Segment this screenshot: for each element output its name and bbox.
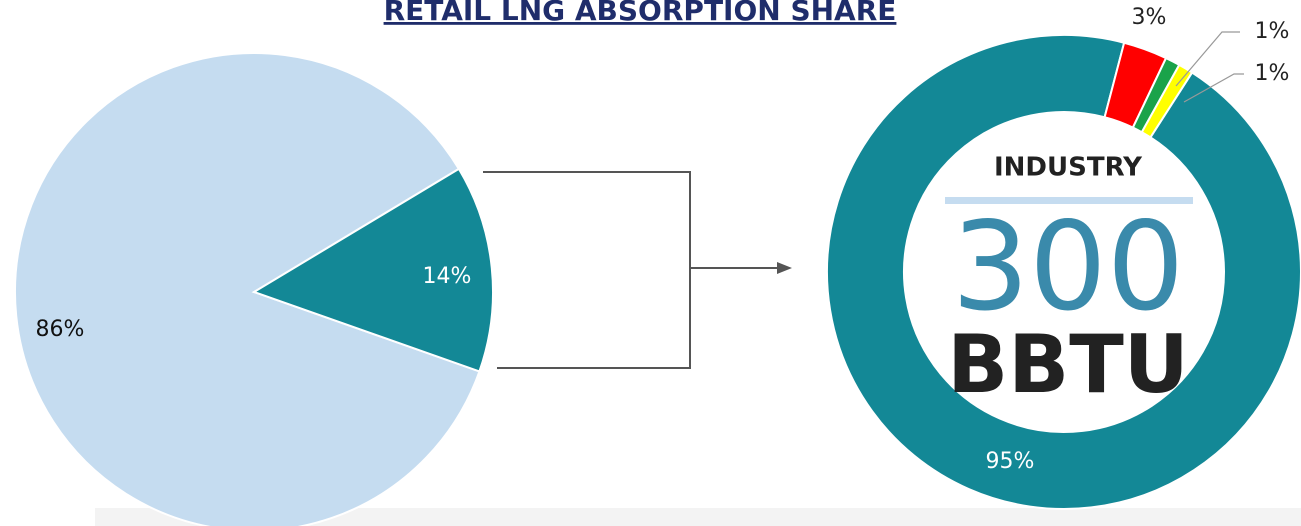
center-value: 300 — [952, 196, 1185, 338]
arrow-head — [777, 262, 792, 274]
data-label: 1% — [1255, 61, 1290, 86]
slice — [251, 167, 494, 373]
marks — [14, 34, 1301, 526]
chart-title: RETAIL LNG ABSORPTION SHARE — [384, 0, 897, 27]
data-label: 14% — [423, 264, 472, 289]
data-label: 95% — [986, 449, 1035, 474]
leader-line — [1183, 73, 1244, 103]
data-label: 1% — [1255, 19, 1290, 44]
footer-band — [95, 508, 1301, 526]
center-rule — [945, 197, 1193, 204]
leader-line — [1175, 31, 1240, 87]
data-label: 86% — [36, 317, 85, 342]
bracket — [483, 171, 691, 369]
donut-hole — [904, 112, 1224, 432]
center-heading: INDUSTRY — [994, 153, 1143, 183]
data-label: 3% — [1132, 5, 1167, 30]
center-unit: BBTU — [947, 318, 1188, 411]
slice — [14, 52, 481, 526]
